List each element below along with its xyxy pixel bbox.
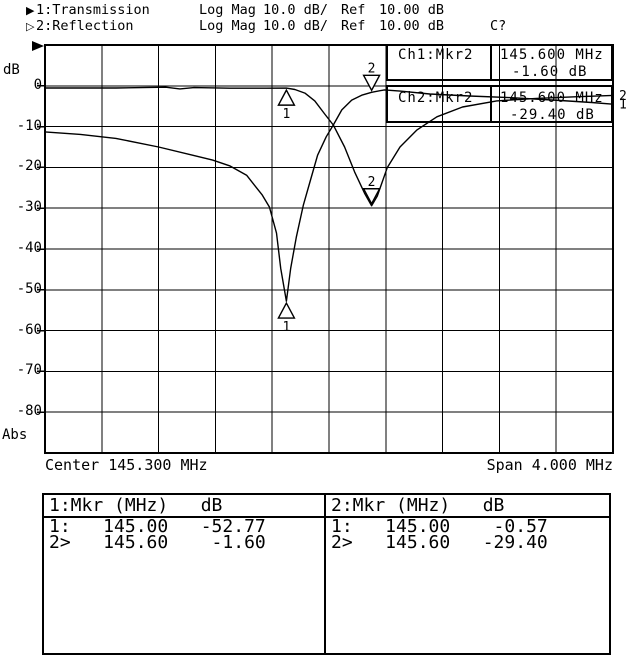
ref-level-indicator-icon (32, 41, 44, 51)
y-tick-label: -20 (16, 158, 42, 175)
ch1-active-marker-icon: ▶ (26, 4, 35, 17)
marker-table: 1:Mkr (MHz) dB 1: 145.00 -52.77 2> 145.6… (42, 493, 611, 655)
ch1-readout-divider (490, 46, 492, 79)
y-tick-label: -70 (16, 362, 42, 379)
marker-2-trace-1-number: 2 (368, 61, 376, 76)
y-axis-bottom-label: Abs (2, 427, 28, 443)
ch1-format-label: Log Mag (199, 2, 256, 18)
ch1-marker-table-header: 1:Mkr (MHz) dB (49, 495, 223, 516)
ch2-marker-row-1: 1: 145.00 -0.57 (331, 516, 548, 537)
ch1-ref-value: 10.00 dB (379, 2, 445, 18)
trace-end-label-1: 1 (619, 98, 627, 113)
ch2-ref-label: Ref (341, 18, 366, 34)
ch2-marker-table-rows: 1: 145.00 -0.57 2> 145.60 -29.40 (331, 516, 548, 553)
marker-table-divider (324, 495, 326, 653)
y-tick-label: 0 (33, 76, 42, 93)
ch2-scale-label: 10.0 dB/ (263, 18, 329, 34)
ch2-trace-label: 2:Reflection (36, 18, 134, 34)
ch1-readout-source: Ch1:Mkr2 (398, 47, 474, 63)
cal-status-label: C? (490, 18, 507, 34)
y-tick-label: -80 (16, 403, 42, 420)
graticule-border (44, 44, 614, 454)
y-tick-label: -10 (16, 117, 42, 134)
y-tick-label: -30 (16, 199, 42, 216)
marker-1-trace-1-icon (277, 301, 296, 319)
marker-1-trace-2-number: 1 (282, 107, 290, 122)
ch1-scale-label: 10.0 dB/ (263, 2, 329, 18)
ch2-readout-divider (490, 87, 492, 121)
marker-2-trace-1-icon (362, 74, 381, 92)
y-tick-label: -40 (16, 240, 42, 256)
marker-2-trace-2-number: 2 (368, 175, 376, 190)
ch1-readout-value: -1.60 dB (512, 64, 588, 80)
ch1-trace-label: 1:Transmission (36, 2, 150, 18)
ch1-ref-label: Ref (341, 2, 366, 18)
marker-1-trace-2-icon (277, 88, 296, 106)
trace-transmission (44, 89, 614, 302)
ch1-marker-table-rows: 1: 145.00 -52.77 2> 145.60 -1.60 (49, 516, 266, 553)
ch2-readout-value: -29.40 dB (510, 107, 595, 123)
ch2-readout-source: Ch2:Mkr2 (398, 90, 474, 106)
center-frequency-label: Center 145.300 MHz (45, 456, 208, 474)
ch2-marker-readout-box: Ch2:Mkr2 145.600 MHz -29.40 dB (386, 85, 613, 123)
ch2-ref-value: 10.00 dB (379, 18, 445, 34)
ch1-marker-readout-box: Ch1:Mkr2 145.600 MHz -1.60 dB (386, 44, 613, 81)
span-label: Span 4.000 MHz (486, 456, 613, 474)
marker-1-trace-1-number: 1 (282, 320, 290, 335)
ch2-marker-icon: ▷ (26, 20, 35, 33)
ch1-readout-freq: 145.600 MHz (500, 47, 604, 63)
trace-reflection (45, 86, 614, 207)
ch1-marker-row-1: 1: 145.00 -52.77 (49, 516, 266, 537)
ch2-marker-row-2: 2> 145.60 -29.40 (331, 531, 548, 553)
ch2-marker-table-header: 2:Mkr (MHz) dB (331, 495, 505, 516)
trace-end-label-2: 2 (619, 89, 627, 104)
y-tick-label: -50 (16, 280, 42, 297)
ch1-marker-row-2: 2> 145.60 -1.60 (49, 531, 266, 553)
ch2-readout-freq: 145.600 MHz (500, 90, 604, 106)
y-axis-unit-label: dB (3, 62, 20, 78)
y-tick-label: -60 (16, 321, 42, 338)
marker-table-underline (44, 516, 609, 518)
ch2-format-label: Log Mag (199, 18, 256, 34)
marker-2-trace-2-icon (362, 188, 381, 206)
